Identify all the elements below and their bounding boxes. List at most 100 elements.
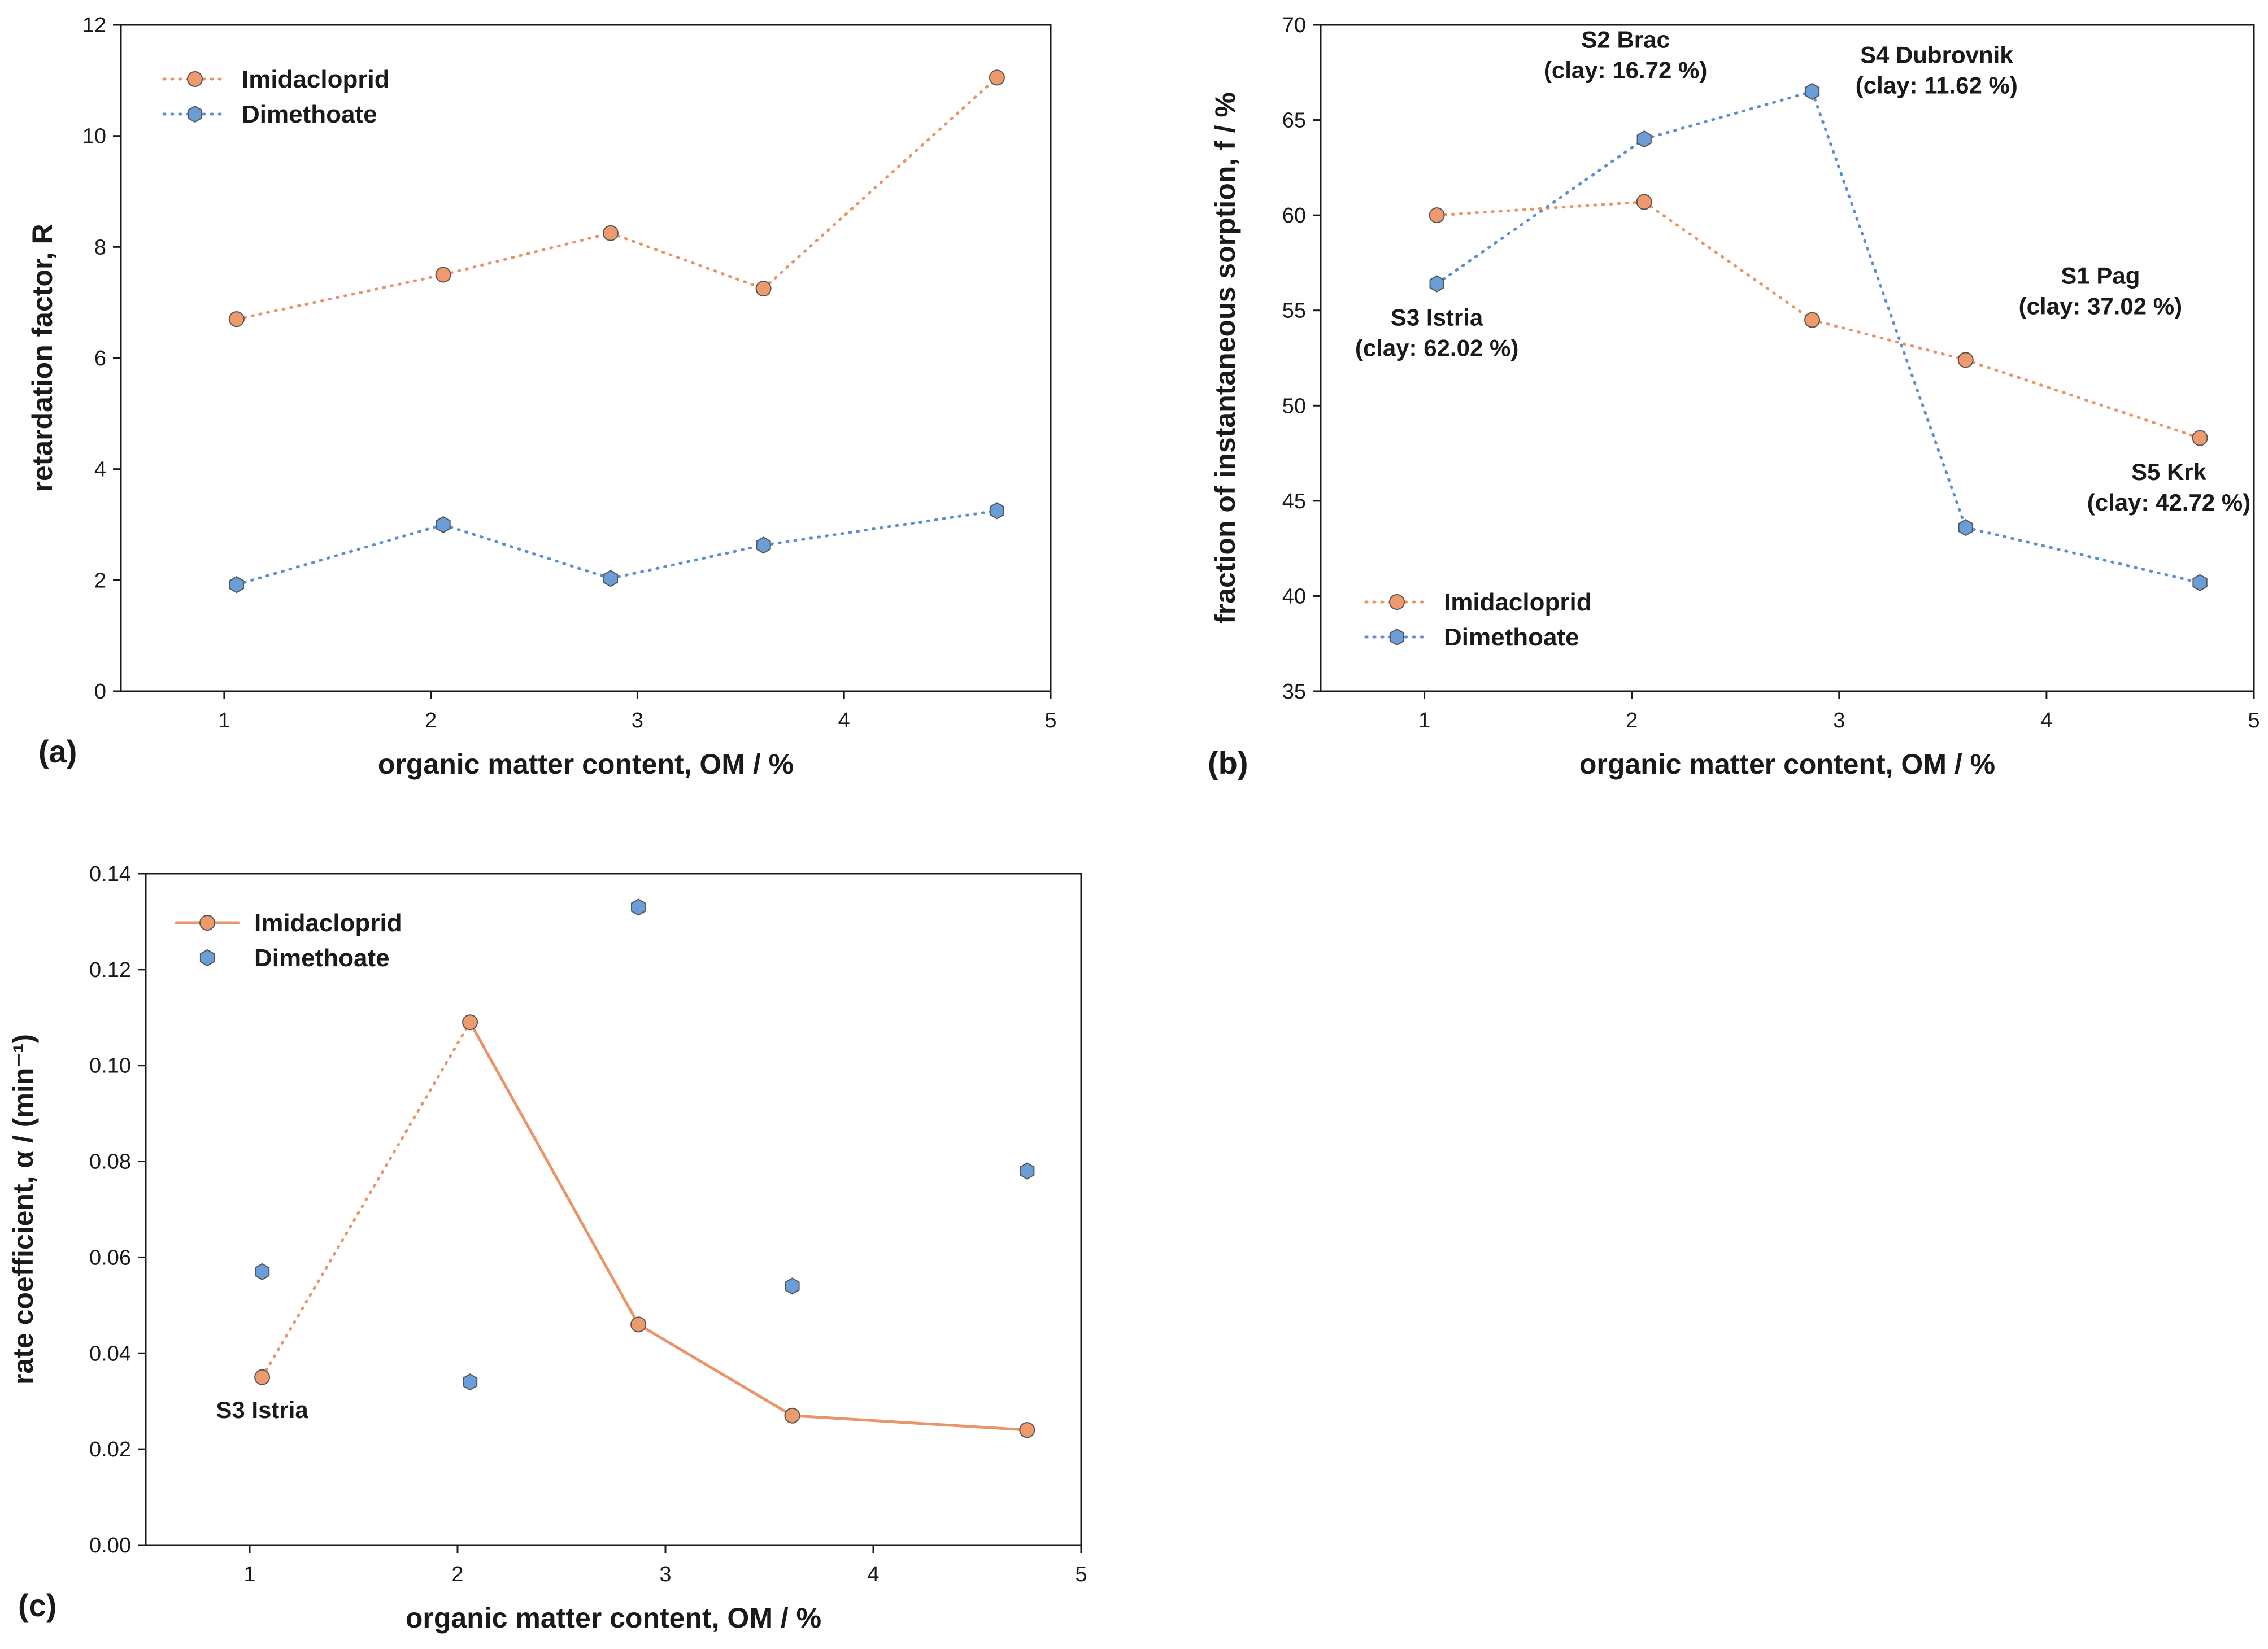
legend: Imidacloprid Dimethoate — [162, 66, 390, 128]
series-segment — [260, 1020, 472, 1379]
annotation: S1 Pag (clay: 37.02 %) — [2019, 263, 2183, 320]
y-tick-label: 0.06 — [89, 1246, 131, 1270]
y-tick-label: 0.14 — [89, 862, 131, 886]
data-point — [1636, 194, 1652, 210]
data-point — [631, 898, 646, 916]
legend-marker — [199, 949, 215, 967]
legend-label: Imidacloprid — [242, 66, 390, 93]
x-axis-title: organic matter content, OM / % — [406, 1602, 821, 1634]
legend-marker — [187, 71, 203, 87]
data-point — [1019, 1422, 1035, 1438]
series-segment — [790, 1414, 1029, 1432]
y-tick-label: 50 — [1282, 394, 1306, 418]
annotation: S5 Krk (clay: 42.72 %) — [2087, 459, 2251, 516]
data-point — [1429, 207, 1445, 224]
plot-frame — [1320, 24, 2255, 692]
y-tick-label: 0.04 — [89, 1342, 131, 1366]
annotation: S3 Istria — [216, 1397, 308, 1423]
data-point — [756, 536, 771, 554]
y-tick-label: 2 — [94, 569, 106, 592]
y-tick-label: 35 — [1282, 680, 1306, 704]
series-imidacloprid — [254, 1014, 1035, 1438]
legend-label: Imidacloprid — [254, 909, 402, 937]
series-segment — [235, 273, 445, 321]
data-point — [2192, 574, 2208, 591]
legend: Imidacloprid Dimethoate — [1364, 588, 1592, 651]
legend-label: Imidacloprid — [1444, 588, 1592, 616]
y-tick-label: 8 — [94, 235, 106, 259]
series-segment — [1643, 90, 1814, 141]
y-tick-label: 45 — [1282, 490, 1306, 513]
legend-label: Dimethoate — [242, 101, 377, 128]
data-point — [463, 1373, 478, 1391]
y-tick-label: 0.00 — [89, 1534, 131, 1558]
series-segment — [637, 1323, 794, 1417]
legend-label: Dimethoate — [1444, 623, 1579, 651]
x-tick-label: 2 — [451, 1563, 463, 1586]
series-segment — [609, 543, 765, 580]
y-tick-label: 12 — [82, 14, 106, 37]
plot-frame — [145, 873, 1082, 1546]
series-segment — [1810, 319, 1967, 361]
series-segment — [1435, 137, 1646, 286]
series-segment — [1964, 526, 2202, 584]
data-point — [229, 576, 244, 594]
data-point — [989, 69, 1005, 86]
data-point — [1636, 130, 1652, 148]
data-point — [989, 502, 1004, 520]
data-point — [1804, 312, 1821, 328]
x-tick-label: 1 — [243, 1563, 255, 1586]
x-tick-label: 2 — [425, 709, 437, 732]
x-tick-label: 4 — [2040, 709, 2052, 732]
data-point — [603, 570, 618, 587]
y-tick-label: 65 — [1282, 109, 1306, 133]
data-point — [228, 311, 245, 328]
y-axis-title: fraction of instantaneous sorption, f / … — [1209, 92, 1241, 624]
y-tick-label: 70 — [1282, 14, 1306, 37]
annotation: S3 Istria (clay: 62.02 %) — [1355, 304, 1519, 361]
y-tick-label: 60 — [1282, 204, 1306, 228]
data-point — [2192, 430, 2208, 446]
x-tick-label: 3 — [632, 709, 643, 732]
annotation-text: S5 Krk — [2131, 459, 2207, 485]
legend: Imidacloprid Dimethoate — [175, 909, 402, 972]
data-point — [435, 267, 451, 283]
x-tick-label: 3 — [1833, 709, 1845, 732]
annotation-text: S3 Istria — [216, 1397, 308, 1423]
y-tick-label: 10 — [82, 125, 106, 149]
y-tick-label: 0.08 — [89, 1150, 131, 1174]
y-tick-label: 0.02 — [89, 1438, 131, 1462]
data-point — [436, 516, 451, 534]
legend-marker — [1389, 594, 1405, 610]
annotation-text: (clay: 37.02 %) — [2019, 293, 2183, 320]
annotation-text: S3 Istria — [1391, 304, 1483, 331]
data-point — [1020, 1162, 1035, 1180]
series-segment — [762, 509, 999, 547]
x-axis-title: organic matter content, OM / % — [1579, 748, 1995, 780]
series-imidacloprid — [228, 69, 1005, 328]
data-point — [602, 225, 619, 241]
y-axis-title: rate coefficient, α / (min⁻¹) — [7, 1034, 39, 1385]
y-tick-label: 55 — [1282, 299, 1306, 323]
annotation-text: (clay: 42.72 %) — [2087, 489, 2251, 516]
x-tick-label: 5 — [1044, 709, 1056, 732]
y-tick-label: 0.12 — [89, 958, 131, 982]
y-axis-title: retardation factor, R — [27, 224, 58, 492]
y-tick-label: 6 — [94, 347, 106, 370]
x-axis-title: organic matter content, OM / % — [378, 748, 794, 780]
series-segment — [1810, 90, 1967, 529]
y-tick-label: 40 — [1282, 584, 1306, 608]
legend-marker — [199, 915, 215, 931]
data-point — [1804, 82, 1820, 101]
series-dimethoate — [1429, 82, 2208, 591]
x-tick-label: 1 — [1418, 709, 1430, 732]
x-tick-label: 4 — [838, 709, 850, 732]
annotation: S4 Dubrovnik (clay: 11.62 %) — [1856, 41, 2018, 98]
x-tick-label: 2 — [1626, 709, 1638, 732]
annotation: S2 Brac (clay: 16.72 %) — [1544, 26, 1708, 83]
data-point — [1957, 352, 1974, 368]
annotation-text: (clay: 11.62 %) — [1856, 72, 2018, 98]
